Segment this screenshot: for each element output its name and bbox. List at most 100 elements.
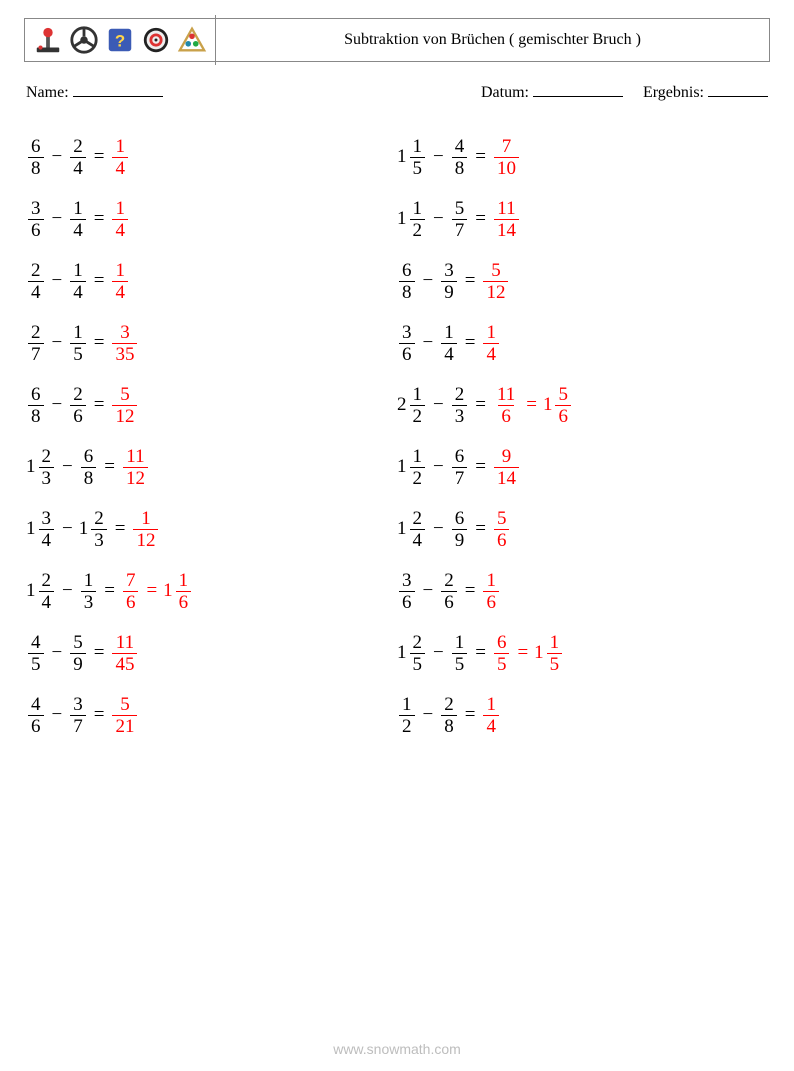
problem: 12−28=14 [397,684,768,746]
equals-sign: = [475,518,486,540]
mixed-number: 45 [26,633,46,674]
whole-part: 1 [26,580,36,602]
mixed-number: 335 [110,331,139,352]
mixed-number: 67 [450,447,470,488]
equals-sign: = [475,208,486,230]
problem: 112−67=914 [397,436,768,498]
numerator: 11 [494,385,518,405]
fraction: 36 [28,199,44,240]
numerator: 1 [70,323,86,343]
problem: 212−23=116=156 [397,374,768,436]
equals-sign: = [146,580,157,602]
denominator: 12 [133,529,158,550]
denominator: 3 [81,591,97,612]
denominator: 9 [441,281,457,302]
minus-sign: − [423,704,434,726]
equals-sign: = [94,146,105,168]
fraction: 24 [410,509,426,550]
denominator: 5 [70,343,86,364]
problem: 36−14=14 [397,312,768,374]
mixed-number: 14 [110,269,130,290]
problem: 45−59=1145 [26,622,397,684]
denominator: 5 [410,157,426,178]
problems-column-left: 68−24=1436−14=1424−14=1427−15=33568−26=5… [26,126,397,746]
answer: 76=116 [121,571,193,612]
fraction: 37 [70,695,86,736]
equals-sign: = [475,456,486,478]
numerator: 1 [81,571,97,591]
fraction: 1112 [123,447,148,488]
mixed-number: 56 [492,517,512,538]
denominator: 9 [70,653,86,674]
whole-part: 1 [79,518,89,540]
answer: 1114 [492,199,521,240]
minus-sign: − [433,456,444,478]
mixed-number: 1145 [110,641,139,662]
fraction: 1145 [112,633,137,674]
denominator: 14 [494,467,519,488]
mixed-number: 68 [26,137,46,178]
fraction: 57 [452,199,468,240]
denominator: 9 [452,529,468,550]
equals-sign: = [94,642,105,664]
fraction: 710 [494,137,519,178]
answer: 56 [492,509,512,550]
fraction: 23 [452,385,468,426]
minus-sign: − [433,642,444,664]
mixed-number: 68 [79,447,99,488]
fraction: 67 [452,447,468,488]
denominator: 4 [70,157,86,178]
numerator: 1 [410,199,426,219]
numerator: 2 [452,385,468,405]
fraction: 68 [28,137,44,178]
mixed-number: 115 [397,137,427,178]
answer: 512 [481,261,510,302]
mixed-number: 124 [26,571,56,612]
equals-sign: = [465,580,476,602]
denominator: 5 [410,653,426,674]
numerator: 2 [410,633,426,653]
denominator: 2 [410,405,426,426]
footer-watermark: www.snowmath.com [0,1041,794,1057]
numerator: 4 [28,633,44,653]
denominator: 8 [28,157,44,178]
problem: 123−68=1112 [26,436,397,498]
mixed-number: 16 [481,579,501,600]
numerator: 1 [112,199,128,219]
mixed-number: 15 [450,633,470,674]
joystick-icon [33,25,63,55]
denominator: 7 [452,219,468,240]
numerator: 1 [410,137,426,157]
numerator: 1 [70,199,86,219]
denominator: 4 [70,281,86,302]
numerator: 3 [399,323,415,343]
denominator: 6 [28,219,44,240]
numerator: 5 [70,633,86,653]
denominator: 5 [28,653,44,674]
denominator: 8 [452,157,468,178]
fraction: 59 [70,633,86,674]
problem: 24−14=14 [26,250,397,312]
equals-sign: = [517,642,528,664]
whole-part: 2 [397,394,407,416]
numerator: 1 [112,261,128,281]
denominator: 2 [399,715,415,736]
answer: 914 [492,447,521,488]
billiards-icon [177,25,207,55]
numerator: 7 [123,571,139,591]
name-blank [73,80,163,97]
equals-sign: = [475,642,486,664]
mixed-number: 68 [397,261,417,302]
denominator: 6 [70,405,86,426]
problems-column-right: 115−48=710112−57=111468−39=51236−14=1421… [397,126,768,746]
problem: 27−15=335 [26,312,397,374]
mixed-number: 512 [110,393,139,414]
equals-sign: = [465,704,476,726]
denominator: 12 [112,405,137,426]
whole-part: 1 [397,642,407,664]
numerator: 1 [452,633,468,653]
mixed-number: 36 [26,199,46,240]
numerator: 1 [441,323,457,343]
denominator: 2 [410,467,426,488]
fraction: 36 [399,323,415,364]
